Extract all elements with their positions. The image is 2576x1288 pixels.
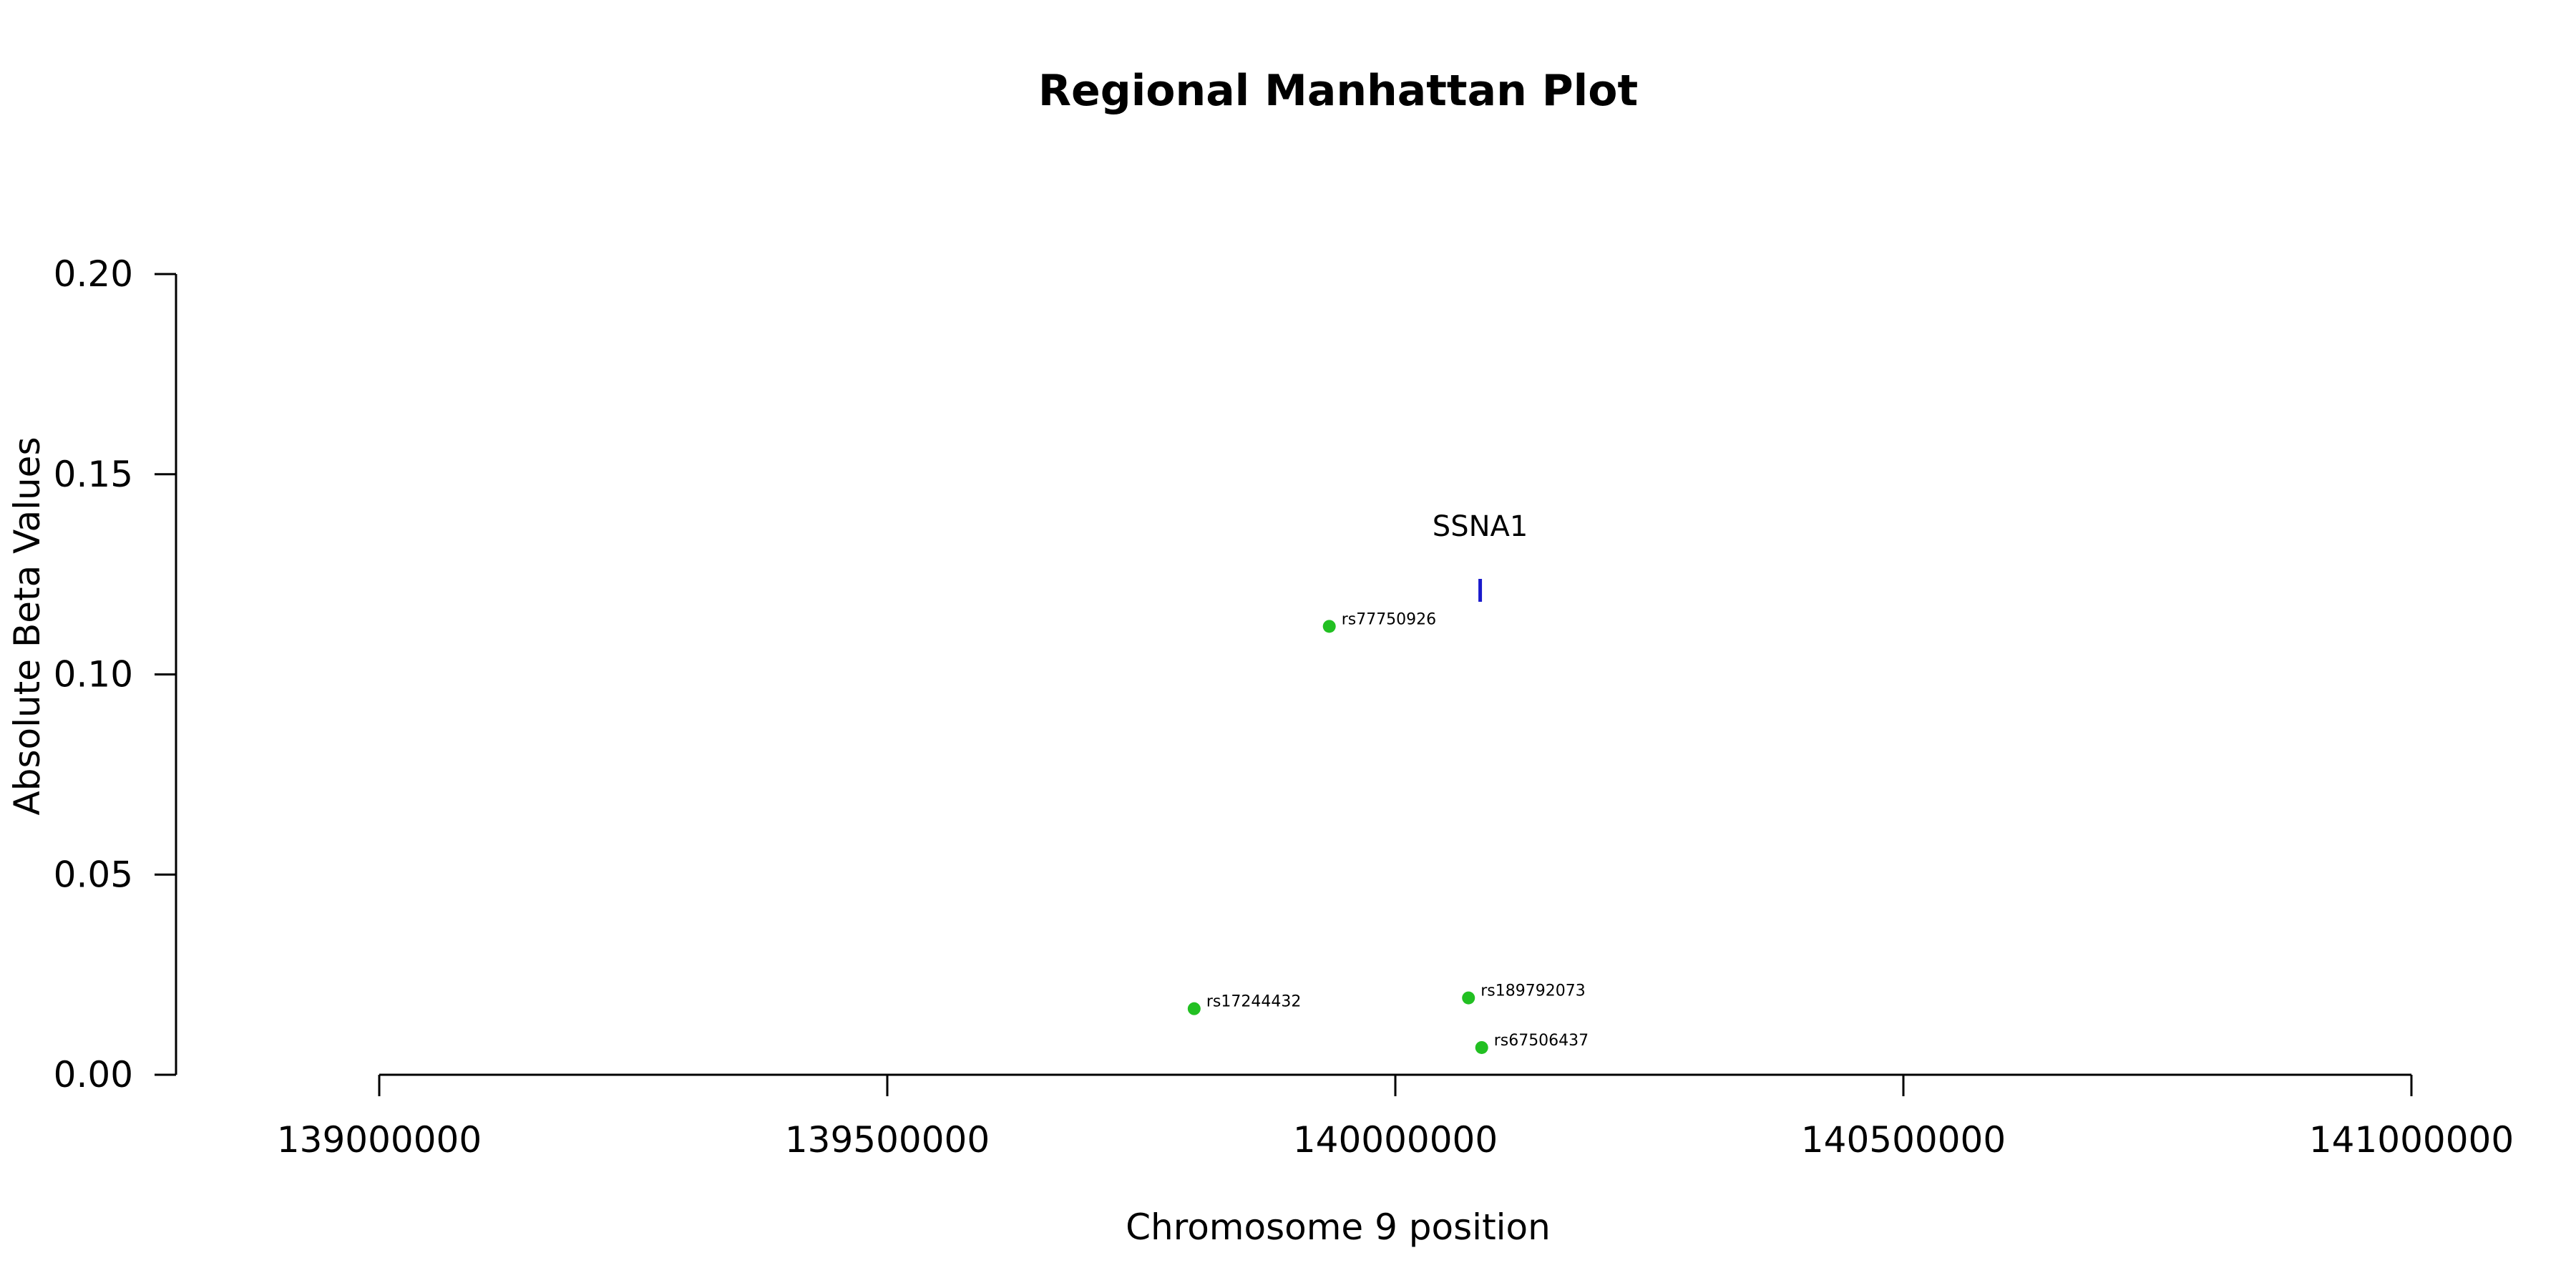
gene-track: SSNA1 [1433, 510, 1528, 602]
y-axis-label: Absolute Beta Values [6, 437, 48, 816]
snp-label: rs189792073 [1480, 982, 1585, 1000]
snp-point [1322, 620, 1336, 633]
x-tick-label: 139000000 [277, 1119, 482, 1161]
x-tick-label: 140500000 [1801, 1119, 2006, 1161]
gene-label: SSNA1 [1433, 510, 1528, 543]
y-axis: 0.00 0.05 0.10 0.15 0.20 [54, 253, 177, 1096]
snp-point [1462, 991, 1475, 1005]
y-tick-label: 0.20 [54, 253, 133, 295]
snp-label: rs67506437 [1494, 1032, 1589, 1050]
y-tick-label: 0.00 [54, 1054, 133, 1096]
x-tick-label: 139500000 [785, 1119, 990, 1161]
x-tick-label: 140000000 [1293, 1119, 1498, 1161]
x-axis-label: Chromosome 9 position [1126, 1206, 1551, 1248]
chart-title: Regional Manhattan Plot [1038, 66, 1638, 116]
y-tick-label: 0.10 [54, 654, 133, 696]
x-tick-label: 141000000 [2309, 1119, 2514, 1161]
y-tick-label: 0.05 [54, 854, 133, 895]
gene-mark [1478, 579, 1483, 602]
x-axis: 139000000 139500000 140000000 140500000 1410… [277, 1073, 2514, 1161]
snp-label: rs77750926 [1342, 610, 1436, 628]
snp-point [1187, 1002, 1201, 1015]
snp-point [1475, 1040, 1488, 1054]
snp-points: rs77750926 rs17244432 rs189792073 rs6750643… [1187, 610, 1589, 1054]
snp-label: rs17244432 [1206, 993, 1301, 1011]
y-tick-label: 0.15 [54, 454, 133, 495]
